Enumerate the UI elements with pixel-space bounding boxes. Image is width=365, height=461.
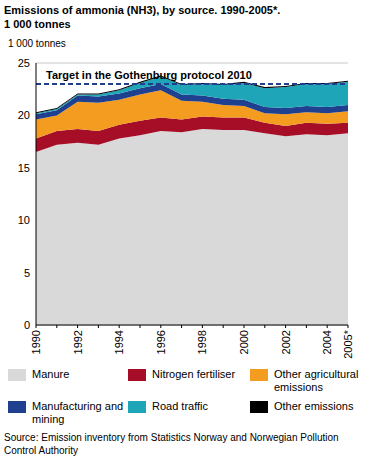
source: Source: Emission inventory from Statisti…: [4, 431, 344, 457]
grid-line: [36, 63, 348, 64]
x-tick: [98, 325, 99, 328]
x-tick: [348, 325, 349, 328]
area: [36, 77, 348, 115]
legend-swatch: [128, 401, 146, 413]
y-axis-label: 1 000 tonnes: [8, 38, 66, 49]
y-tick-label: 15: [18, 162, 30, 174]
x-tick: [223, 325, 224, 328]
x-tick: [119, 325, 120, 328]
legend-swatch: [8, 401, 26, 413]
x-tick: [77, 325, 78, 328]
x-tick: [56, 325, 57, 328]
x-tick: [264, 325, 265, 328]
x-tick: [285, 325, 286, 328]
title: Emissions of ammonia (NH3), by source. 1…: [4, 4, 280, 16]
y-tick-label: 0: [24, 319, 30, 331]
x-tick-label: 1990: [30, 330, 42, 354]
x-tick-label: 1996: [155, 330, 167, 354]
y-axis: [36, 63, 37, 325]
legend-swatch: [250, 401, 268, 413]
x-tick: [36, 325, 37, 328]
grid-line: [36, 325, 348, 326]
legend-label: Nitrogen fertiliser: [152, 368, 244, 381]
x-tick: [306, 325, 307, 328]
x-tick-label: 2004: [321, 330, 333, 354]
x-tick-label: 1992: [72, 330, 84, 354]
x-tick: [140, 325, 141, 328]
x-tick: [181, 325, 182, 328]
target-line: [36, 83, 348, 85]
x-tick-label: 2002: [280, 330, 292, 354]
target-label: Target in the Gothenburg protocol 2010: [46, 69, 252, 81]
legend-label: Road traffic: [152, 400, 244, 413]
legend-label: Manure: [32, 368, 124, 381]
y-tick-label: 10: [18, 214, 30, 226]
x-tick: [160, 325, 161, 328]
x-tick-label: 1998: [196, 330, 208, 354]
y-tick-label: 5: [24, 267, 30, 279]
x-tick: [244, 325, 245, 328]
area: [36, 129, 348, 325]
legend-swatch: [250, 369, 268, 381]
legend-label: Other agricultural emissions: [274, 368, 365, 394]
plot-area: [36, 76, 348, 325]
legend-swatch: [8, 369, 26, 381]
x-tick-label: 2000: [238, 330, 250, 354]
legend-label: Other emissions: [274, 400, 365, 413]
area: [36, 76, 348, 114]
legend-swatch: [128, 369, 146, 381]
y-tick-label: 25: [18, 57, 30, 69]
x-axis: [36, 325, 348, 326]
y-tick-label: 20: [18, 109, 30, 121]
subtitle: 1 000 tonnes: [4, 18, 71, 30]
x-tick-label: 2005*: [342, 329, 354, 358]
x-tick-label: 1994: [113, 330, 125, 354]
legend-label: Manufacturing and mining: [32, 400, 124, 426]
x-tick: [202, 325, 203, 328]
x-tick: [327, 325, 328, 328]
